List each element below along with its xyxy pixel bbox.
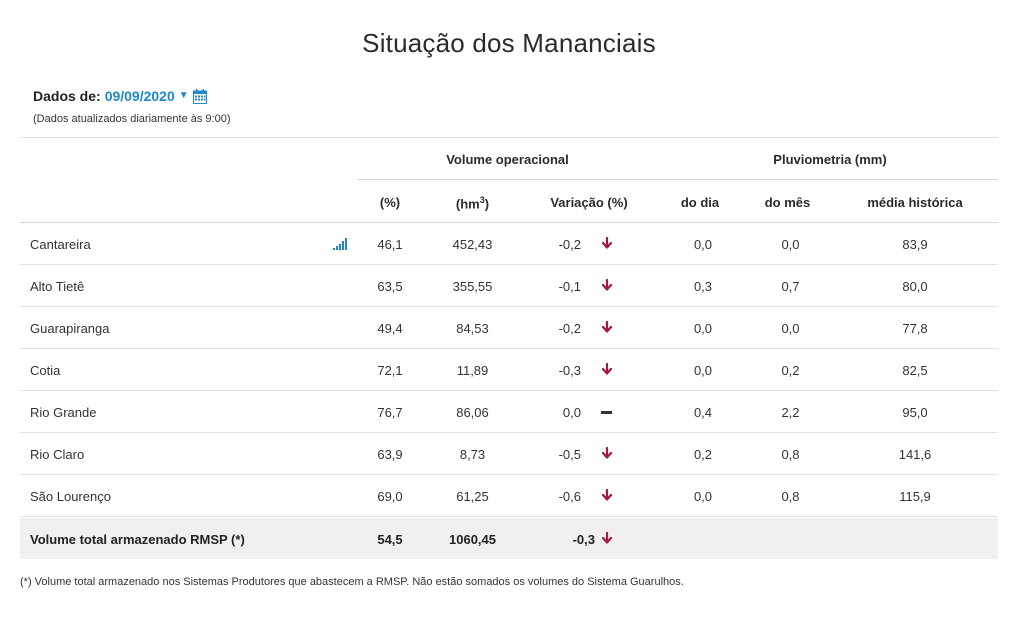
col-hist: média histórica: [867, 195, 963, 210]
table-row-name: Guarapiranga: [30, 321, 110, 336]
total-variation: -0,3: [572, 532, 595, 547]
bar-chart-icon[interactable]: [333, 238, 347, 250]
group-header-divider: [357, 179, 998, 180]
col-pct: (%): [379, 195, 401, 210]
total-label: Volume total armazenado RMSP (*): [30, 532, 245, 547]
row-variation: -0,5: [558, 447, 581, 462]
row-pct: 63,9: [377, 447, 403, 462]
row-divider: [20, 264, 998, 265]
row-pct: 63,5: [377, 279, 403, 294]
row-variation: -0,3: [558, 363, 581, 378]
row-day: 0,0: [693, 237, 713, 252]
table-row-name: Rio Grande: [30, 405, 97, 420]
row-month: 0,8: [781, 489, 800, 504]
row-hm3: 84,53: [456, 321, 489, 336]
date-selector: Dados de: 09/09/2020 ▼: [33, 88, 207, 104]
row-day: 0,0: [693, 321, 713, 336]
arrow-down-icon: [601, 279, 613, 291]
col-hm3: (hm3): [455, 195, 490, 212]
row-divider: [20, 432, 998, 433]
row-day: 0,0: [693, 363, 713, 378]
row-month: 0,8: [781, 447, 800, 462]
arrow-down-icon: [601, 237, 613, 249]
row-variation: -0,2: [558, 321, 581, 336]
row-day: 0,4: [693, 405, 713, 420]
total-hm3: 1060,45: [449, 532, 496, 547]
row-day: 0,0: [693, 489, 713, 504]
row-divider: [20, 474, 998, 475]
row-pct: 49,4: [377, 321, 403, 336]
date-value[interactable]: 09/09/2020: [104, 88, 175, 104]
calendar-icon[interactable]: [192, 88, 207, 104]
table-row-name: Cotia: [30, 363, 61, 378]
row-hist: 115,9: [899, 489, 931, 504]
arrow-down-icon: [601, 363, 613, 375]
row-hist: 77,8: [902, 321, 928, 336]
total-pct: 54,5: [377, 532, 403, 547]
update-note: (Dados atualizados diariamente às 9:00): [33, 113, 231, 125]
table-row-name: Alto Tietê: [30, 279, 85, 294]
row-hist: 141,6: [898, 447, 932, 462]
row-pct: 46,1: [377, 237, 403, 252]
row-month: 0,2: [781, 363, 800, 378]
row-hist: 83,9: [902, 237, 928, 252]
row-divider: [20, 306, 998, 307]
row-variation: -0,2: [558, 237, 581, 252]
row-month: 0,7: [781, 279, 800, 294]
row-month: 0,0: [781, 321, 800, 336]
column-header-divider: [20, 222, 998, 223]
table-row-name: Cantareira: [30, 237, 91, 252]
rain-group-header: Pluviometria (mm): [773, 152, 887, 167]
row-pct: 76,7: [377, 405, 403, 420]
caret-down-icon[interactable]: ▼: [178, 89, 189, 101]
col-month: do mês: [764, 195, 811, 210]
row-hm3: 8,73: [459, 447, 486, 462]
row-pct: 72,1: [377, 363, 403, 378]
arrow-down-icon: [601, 489, 613, 501]
row-day: 0,2: [693, 447, 713, 462]
arrow-down-icon: [601, 321, 613, 333]
row-hist: 95,0: [902, 405, 928, 420]
footnote: (*) Volume total armazenado nos Sistemas…: [20, 576, 684, 588]
row-hm3: 86,06: [456, 405, 489, 420]
table-row-name: Rio Claro: [30, 447, 85, 462]
dash-icon: [601, 411, 612, 414]
col-day: do dia: [680, 195, 720, 210]
table-row-name: São Lourenço: [30, 489, 111, 504]
table-top-border: [20, 137, 998, 138]
row-month: 2,2: [781, 405, 800, 420]
total-row: Volume total armazenado RMSP (*) 54,5 10…: [20, 518, 998, 559]
row-variation: -0,1: [558, 279, 581, 294]
row-day: 0,3: [693, 279, 713, 294]
row-hm3: 355,55: [452, 279, 493, 294]
row-divider: [20, 516, 998, 517]
row-variation: -0,6: [558, 489, 581, 504]
row-hist: 82,5: [902, 363, 928, 378]
arrow-down-icon: [601, 532, 613, 544]
row-divider: [20, 348, 998, 349]
date-label: Dados de:: [33, 88, 101, 104]
row-divider: [20, 390, 998, 391]
page-title: Situação dos Mananciais: [362, 28, 656, 58]
row-hm3: 452,43: [452, 237, 493, 252]
row-pct: 69,0: [377, 489, 403, 504]
row-hist: 80,0: [902, 279, 928, 294]
arrow-down-icon: [601, 447, 613, 459]
row-hm3: 61,25: [456, 489, 489, 504]
volume-group-header: Volume operacional: [446, 152, 569, 167]
row-month: 0,0: [781, 237, 800, 252]
row-hm3: 11,89: [456, 363, 489, 378]
row-variation: 0,0: [562, 405, 581, 420]
col-variation: Variação (%): [550, 195, 628, 210]
